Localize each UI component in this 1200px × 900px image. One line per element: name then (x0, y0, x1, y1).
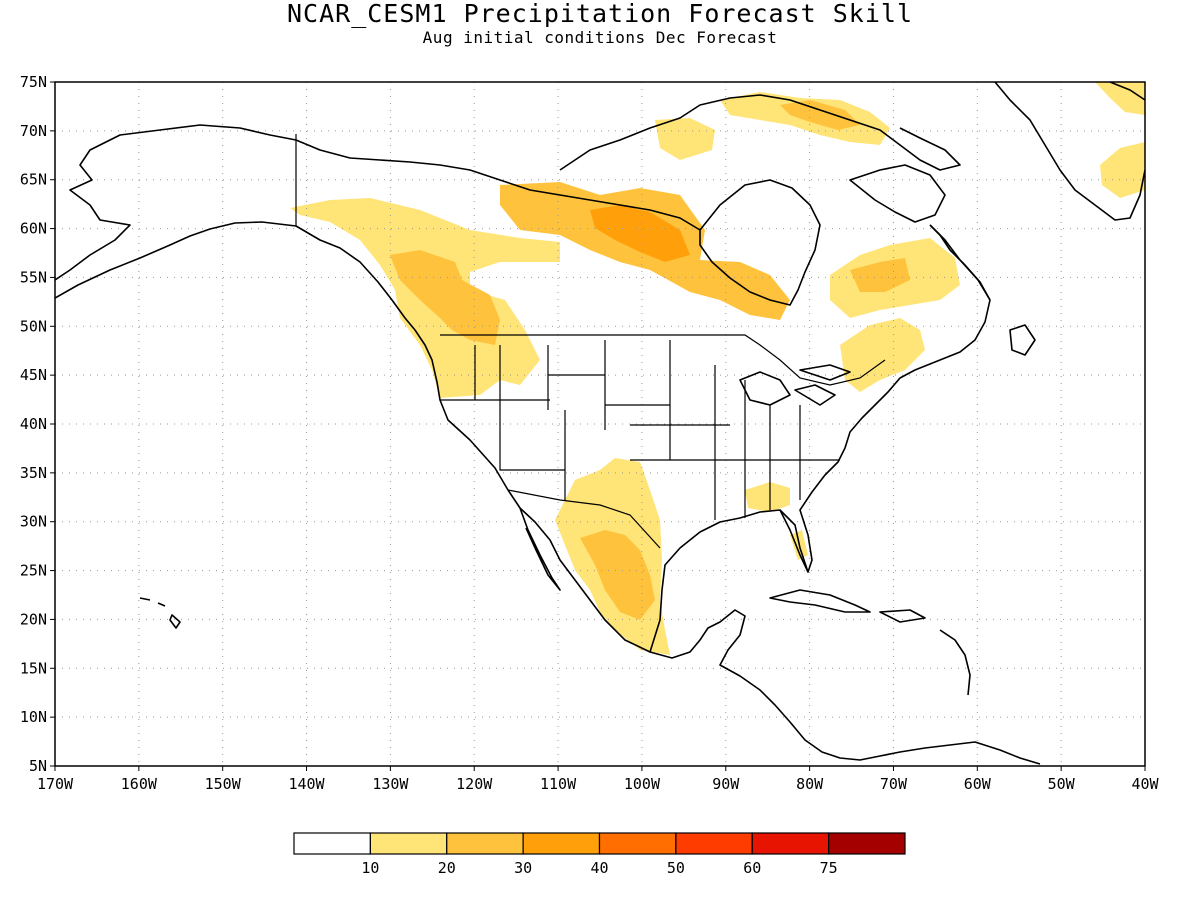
lat-tick-label: 65N (20, 171, 47, 189)
baffin-island (849, 164, 946, 223)
colorbar-swatch (446, 832, 524, 855)
colorbar-label: 50 (667, 859, 685, 877)
lon-tick-label: 50W (1048, 775, 1076, 793)
lat-tick-label: 70N (20, 122, 47, 140)
lon-tick-label: 80W (796, 775, 824, 793)
hispaniola (879, 609, 926, 623)
lat-tick-label: 15N (20, 659, 47, 677)
us-mexico-border (507, 489, 661, 549)
map-frame (54, 81, 1146, 767)
lon-tick-label: 110W (540, 775, 577, 793)
colorbar-label: 20 (438, 859, 456, 877)
cuba (769, 589, 871, 613)
longitude-tick-labels: 170W 160W 150W 140W 130W 120W 110W 100W 90W 80W 70… (37, 766, 1160, 793)
caribbean-arc (939, 629, 971, 696)
colorbar-swatch (675, 832, 753, 855)
arctic-islands (559, 94, 961, 171)
lon-tick-label: 170W (37, 775, 74, 793)
coastline-north-america (55, 221, 1041, 765)
skill-shading (290, 82, 1145, 655)
lat-lon-grid (55, 82, 1145, 766)
lon-tick-label: 160W (121, 775, 158, 793)
greenland (994, 82, 1145, 221)
lon-tick-label: 100W (624, 775, 661, 793)
lon-tick-label: 90W (712, 775, 740, 793)
colorbar-swatch (598, 832, 677, 855)
colorbar-label: 75 (820, 859, 838, 877)
skill-region-hudson-bay-core (590, 205, 690, 262)
skill-region-hudson-bay-southwest (655, 118, 715, 160)
us-state-borders (440, 340, 840, 520)
lon-tick-label: 120W (456, 775, 493, 793)
colorbar-label: 30 (514, 859, 532, 877)
baja-california (519, 507, 561, 591)
lat-tick-label: 25N (20, 562, 47, 580)
lon-tick-label: 60W (964, 775, 992, 793)
chart-title: NCAR_CESM1 Precipitation Forecast Skill (287, 0, 913, 28)
colorbar-label: 40 (590, 859, 608, 877)
lon-tick-label: 40W (1131, 775, 1159, 793)
coastlines (55, 82, 1145, 765)
coastline-hudson-bay (699, 179, 821, 306)
coastline-gulf (649, 224, 991, 653)
skill-region-quebec-east (850, 258, 910, 292)
lat-tick-label: 10N (20, 708, 47, 726)
lat-tick-label: 35N (20, 464, 47, 482)
skill-region-northeast-us (840, 318, 925, 392)
lon-tick-label: 70W (880, 775, 908, 793)
coastline-alaska (55, 124, 297, 281)
lat-tick-label: 75N (20, 73, 47, 91)
skill-region-british-columbia-core (390, 250, 500, 345)
skill-region-greenland-east (1095, 82, 1145, 198)
lat-tick-label: 50N (20, 317, 47, 335)
coastline-arctic (295, 139, 701, 231)
lat-tick-label: 5N (29, 757, 47, 775)
colorbar-swatch (293, 832, 371, 855)
florida (779, 509, 809, 573)
skill-region-baffin-core (780, 100, 860, 130)
latitude-tick-labels: 75N 70N 65N 60N 55N 50N 45N 40N 35N 30N 25N 20N 15N 1… (20, 73, 55, 775)
lat-tick-label: 40N (20, 415, 47, 433)
skill-region-gulf-coast (745, 482, 790, 512)
newfoundland (1009, 324, 1036, 356)
colorbar-swatch (522, 832, 601, 855)
lat-tick-label: 55N (20, 268, 47, 286)
colorbar-label: 60 (743, 859, 761, 877)
colorbar-swatch (369, 832, 448, 855)
lat-tick-label: 30N (20, 513, 47, 531)
lat-tick-label: 20N (20, 610, 47, 628)
colorbar-legend: 10 20 30 40 50 60 75 (293, 832, 906, 877)
colorbar-swatch (828, 832, 906, 855)
great-lakes (739, 364, 851, 406)
colorbar-label: 10 (361, 859, 379, 877)
hawaii (139, 597, 181, 629)
political-borders (295, 134, 886, 549)
lon-tick-label: 130W (372, 775, 409, 793)
us-canada-border (440, 334, 886, 386)
labrador-coast (929, 224, 991, 301)
colorbar-swatch (751, 832, 830, 855)
lat-tick-label: 60N (20, 220, 47, 238)
lon-tick-label: 150W (205, 775, 242, 793)
lat-tick-label: 45N (20, 366, 47, 384)
lon-tick-label: 140W (288, 775, 325, 793)
skill-region-mexico-core (580, 530, 655, 620)
chart-subtitle: Aug initial conditions Dec Forecast (422, 28, 778, 47)
